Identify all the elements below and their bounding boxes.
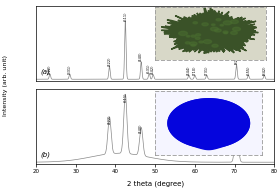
Circle shape — [220, 24, 224, 26]
Circle shape — [179, 31, 188, 36]
Polygon shape — [168, 99, 250, 149]
Text: (422): (422) — [107, 57, 111, 66]
Text: (440): (440) — [139, 124, 143, 133]
Polygon shape — [161, 6, 258, 53]
Circle shape — [195, 37, 200, 40]
Text: 2 theta (degree): 2 theta (degree) — [127, 181, 184, 187]
Circle shape — [191, 44, 196, 46]
Text: (b): (b) — [41, 152, 51, 158]
Circle shape — [230, 20, 238, 24]
Circle shape — [193, 22, 198, 24]
Text: (511): (511) — [123, 11, 127, 21]
Circle shape — [233, 27, 240, 31]
Circle shape — [212, 44, 218, 47]
Circle shape — [186, 35, 190, 37]
Circle shape — [190, 42, 197, 45]
Polygon shape — [168, 99, 250, 148]
Text: (710): (710) — [193, 65, 197, 75]
Text: (444): (444) — [187, 65, 191, 75]
Text: (731): (731) — [205, 65, 209, 75]
Text: (822): (822) — [235, 55, 238, 64]
Circle shape — [203, 40, 212, 44]
Text: (842): (842) — [262, 65, 266, 75]
Text: (a): (a) — [41, 69, 50, 75]
Circle shape — [211, 24, 215, 26]
Text: (222): (222) — [48, 64, 52, 74]
Circle shape — [214, 29, 221, 32]
Circle shape — [202, 23, 208, 26]
Text: (442): (442) — [151, 65, 155, 74]
Circle shape — [223, 31, 228, 33]
Text: (422): (422) — [107, 115, 111, 124]
Text: (822): (822) — [235, 108, 238, 117]
Circle shape — [231, 31, 237, 35]
Text: (531): (531) — [147, 64, 151, 73]
Text: (331): (331) — [68, 64, 72, 74]
Text: (511): (511) — [123, 93, 127, 102]
Circle shape — [223, 21, 232, 25]
Circle shape — [196, 34, 201, 36]
Circle shape — [199, 41, 203, 43]
Circle shape — [191, 35, 196, 37]
Circle shape — [216, 19, 221, 21]
Text: (440): (440) — [139, 52, 143, 61]
Text: Intensity (arb. unit): Intensity (arb. unit) — [3, 55, 8, 115]
Text: (555): (555) — [247, 65, 250, 75]
Circle shape — [211, 27, 218, 31]
Circle shape — [224, 32, 227, 34]
Circle shape — [185, 42, 190, 44]
